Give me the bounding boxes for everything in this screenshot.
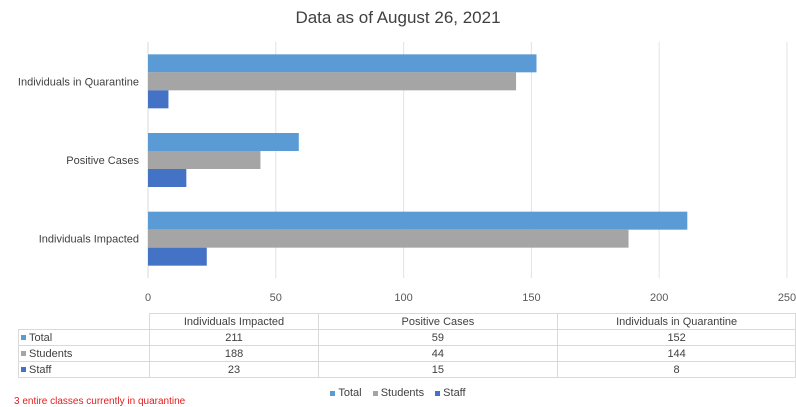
data-table-cell: 15 (317, 361, 559, 378)
data-table-cell: 144 (557, 345, 796, 362)
data-table-row: Staff 23 15 8 (17, 361, 796, 378)
x-tick-label: 50 (270, 292, 282, 304)
series-label: Students (29, 347, 73, 360)
data-table-cell: 188 (149, 345, 319, 362)
legend-key-icon (21, 351, 26, 357)
data-table-header: Individuals in Quarantine (557, 313, 796, 330)
data-table-header: Individuals Impacted (149, 313, 319, 330)
footnote: 3 entire classes currently in quarantine (14, 396, 186, 407)
series-label: Total (29, 331, 53, 344)
data-table-cell: 44 (317, 345, 559, 362)
chart-legend: Total Students Staff (0, 387, 796, 399)
legend-key-icon (330, 390, 336, 396)
bar (148, 90, 169, 109)
bar (148, 247, 207, 266)
data-table-header: Positive Cases (317, 313, 559, 330)
legend-key-icon (372, 390, 378, 396)
data-table-cell: 23 (149, 361, 319, 378)
legend-item: Total (330, 387, 362, 399)
category-label: Positive Cases (66, 155, 139, 167)
data-table-header-row: Individuals Impacted Positive Cases Indi… (18, 313, 796, 330)
data-table: Individuals Impacted Positive Cases Indi… (17, 313, 796, 378)
bar (148, 211, 688, 230)
x-tick-label: 100 (394, 292, 412, 304)
bar (148, 72, 517, 91)
x-tick-label: 200 (650, 292, 668, 304)
x-tick-label: 0 (145, 292, 151, 304)
chart-title: Data as of August 26, 2021 (295, 8, 501, 27)
data-table-corner (18, 313, 151, 330)
x-tick-label: 150 (522, 292, 540, 304)
legend-key-icon (435, 390, 441, 396)
data-table-row: Students 188 44 144 (17, 345, 796, 362)
bar (148, 133, 299, 151)
data-table-row: Total 211 59 152 (17, 329, 796, 346)
data-table-cell: 152 (557, 329, 796, 346)
data-table-cell: 59 (317, 329, 559, 346)
bar (148, 169, 187, 187)
bar (148, 229, 629, 248)
legend-item: Students (372, 387, 424, 399)
bar (148, 151, 261, 169)
category-label: Individuals in Quarantine (18, 76, 139, 88)
legend-key-icon (21, 367, 26, 373)
category-label: Individuals Impacted (39, 234, 139, 246)
x-tick-label: 250 (778, 292, 796, 304)
series-label: Staff (29, 363, 52, 376)
bar (148, 54, 537, 73)
legend-key-icon (21, 335, 26, 341)
legend-item: Staff (435, 387, 466, 399)
data-table-cell: 211 (149, 329, 319, 346)
data-table-cell: 8 (557, 361, 796, 378)
